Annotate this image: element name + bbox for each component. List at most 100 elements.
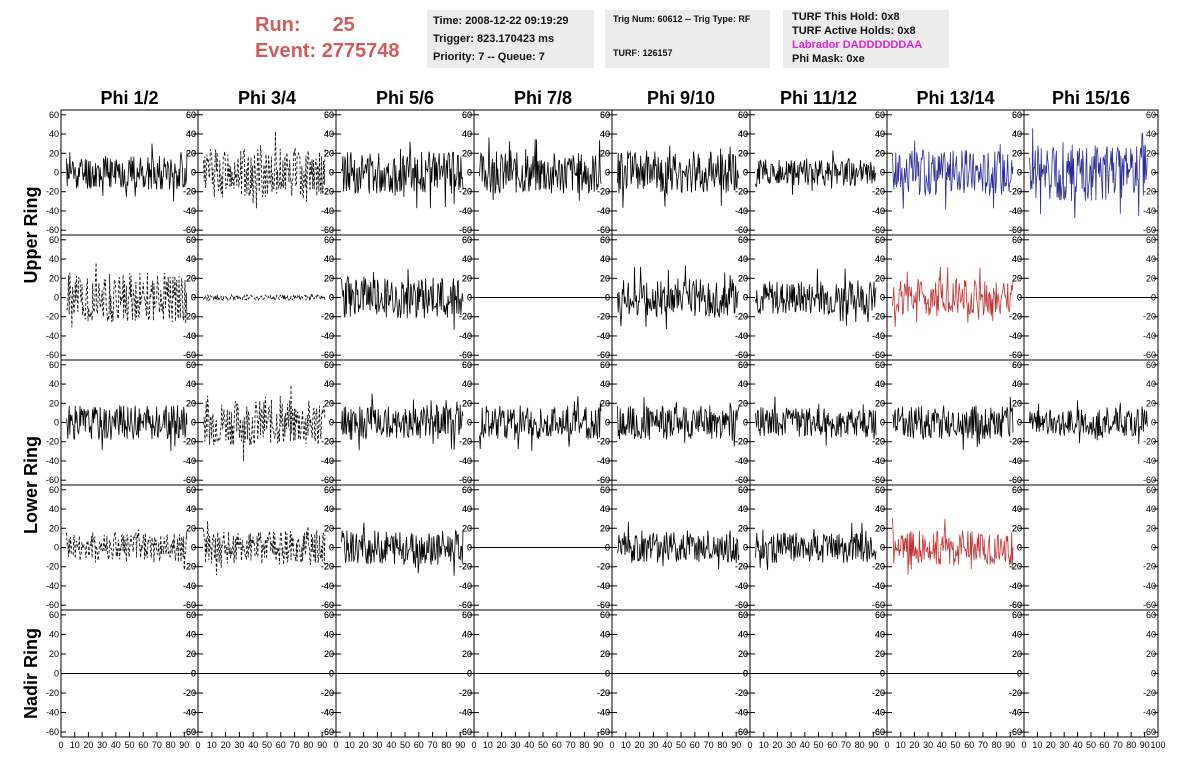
y-tick-label: -60: [872, 225, 885, 235]
y-tick-label: 60: [324, 610, 334, 620]
y-tick-label: 0: [743, 418, 748, 428]
y-tick-label: -40: [459, 456, 472, 466]
x-tick-label: 90: [317, 740, 327, 750]
x-tick-label: 40: [386, 740, 396, 750]
y-tick-label: 40: [324, 504, 334, 514]
y-tick-label: 20: [1012, 273, 1022, 283]
y-tick-label: -20: [321, 562, 334, 572]
x-tick-label: 80: [579, 740, 589, 750]
y-tick-label: -40: [183, 456, 196, 466]
y-tick-label: 20: [875, 273, 885, 283]
y-tick-label: -40: [1009, 206, 1022, 216]
y-tick-label: -40: [1143, 708, 1156, 718]
y-tick-label: 40: [600, 629, 610, 639]
y-tick-label: -20: [1143, 187, 1156, 197]
y-tick-label: 20: [1146, 273, 1156, 283]
y-tick-label: 0: [467, 418, 472, 428]
y-tick-label: 20: [462, 148, 472, 158]
y-tick-label: -40: [459, 206, 472, 216]
y-tick-label: -60: [597, 350, 610, 360]
y-tick-label: -40: [597, 206, 610, 216]
y-tick-label: 20: [186, 649, 196, 659]
y-tick-label: -40: [1009, 456, 1022, 466]
y-tick-label: 40: [600, 504, 610, 514]
y-tick-label: -40: [321, 581, 334, 591]
y-tick-label: 0: [1151, 543, 1156, 553]
waveform-line: [203, 131, 326, 209]
x-tick-label: 60: [138, 740, 148, 750]
x-tick-label: 80: [1126, 740, 1136, 750]
x-tick-label: 30: [1059, 740, 1069, 750]
y-tick-label: 20: [186, 523, 196, 533]
y-tick-label: 40: [462, 379, 472, 389]
y-tick-label: 60: [49, 110, 59, 120]
y-tick-label: 0: [54, 543, 59, 553]
y-tick-label: -20: [735, 562, 748, 572]
trig-num-text: Trig Num: 60612 -- Trig Type: RF: [613, 14, 751, 24]
y-tick-label: 20: [738, 398, 748, 408]
y-tick-label: -20: [1009, 437, 1022, 447]
y-tick-label: 40: [462, 129, 472, 139]
y-tick-label: 40: [1012, 629, 1022, 639]
y-tick-label: -20: [459, 688, 472, 698]
y-tick-label: -40: [1009, 331, 1022, 341]
y-tick-label: 40: [186, 629, 196, 639]
y-tick-label: 40: [738, 129, 748, 139]
y-tick-label: 60: [49, 610, 59, 620]
y-tick-label: 20: [1146, 148, 1156, 158]
y-tick-label: -20: [183, 437, 196, 447]
y-tick-label: -40: [1009, 581, 1022, 591]
y-tick-label: -20: [46, 312, 59, 322]
y-tick-label: 40: [738, 379, 748, 389]
y-tick-label: -20: [46, 688, 59, 698]
y-tick-label: -20: [459, 562, 472, 572]
y-tick-label: -20: [735, 312, 748, 322]
y-tick-label: 20: [875, 523, 885, 533]
x-tick-label: 90: [868, 740, 878, 750]
x-tick-label: 40: [800, 740, 810, 750]
x-tick-label: 0: [58, 740, 63, 750]
y-tick-label: -60: [872, 350, 885, 360]
y-tick-label: 60: [1012, 610, 1022, 620]
waveform-line: [617, 265, 740, 330]
x-tick-label: 50: [124, 740, 134, 750]
waveform-line: [1029, 400, 1148, 445]
x-tick-label: 20: [1046, 740, 1056, 750]
y-tick-label: 60: [186, 110, 196, 120]
y-tick-label: -60: [459, 475, 472, 485]
x-tick-label: 30: [510, 740, 520, 750]
y-tick-label: 40: [324, 379, 334, 389]
turf-info-box: TURF This Hold: 0x8 TURF Active Holds: 0…: [783, 10, 949, 68]
y-tick-label: 20: [600, 273, 610, 283]
y-tick-label: -60: [597, 727, 610, 737]
y-tick-label: -20: [321, 312, 334, 322]
x-tick-label: 10: [1032, 740, 1042, 750]
y-tick-label: -60: [1009, 727, 1022, 737]
x-tick-label: 100: [1150, 740, 1165, 750]
x-tick-label: 80: [855, 740, 865, 750]
y-tick-label: -40: [1009, 708, 1022, 718]
y-tick-label: -60: [872, 727, 885, 737]
y-tick-label: -40: [459, 708, 472, 718]
y-tick-label: -40: [1143, 581, 1156, 591]
y-tick-label: 0: [743, 669, 748, 679]
y-tick-label: -60: [1143, 475, 1156, 485]
y-tick-label: -60: [321, 600, 334, 610]
y-tick-label: 20: [1146, 649, 1156, 659]
column-title: Phi 11/12: [780, 88, 857, 108]
y-tick-label: 20: [1146, 398, 1156, 408]
y-tick-label: -60: [459, 350, 472, 360]
y-tick-label: -40: [872, 708, 885, 718]
waveform-line: [617, 521, 740, 570]
y-tick-label: 40: [875, 504, 885, 514]
y-tick-label: -40: [597, 456, 610, 466]
y-tick-label: -40: [459, 708, 472, 718]
x-tick-label: 20: [772, 740, 782, 750]
turf-active-holds-text: TURF Active Holds: 0x8: [792, 25, 916, 37]
y-tick-label: 40: [600, 129, 610, 139]
y-tick-label: 40: [462, 129, 472, 139]
y-tick-label: -60: [597, 727, 610, 737]
y-tick-label: 0: [329, 293, 334, 303]
y-tick-label: -40: [46, 581, 59, 591]
